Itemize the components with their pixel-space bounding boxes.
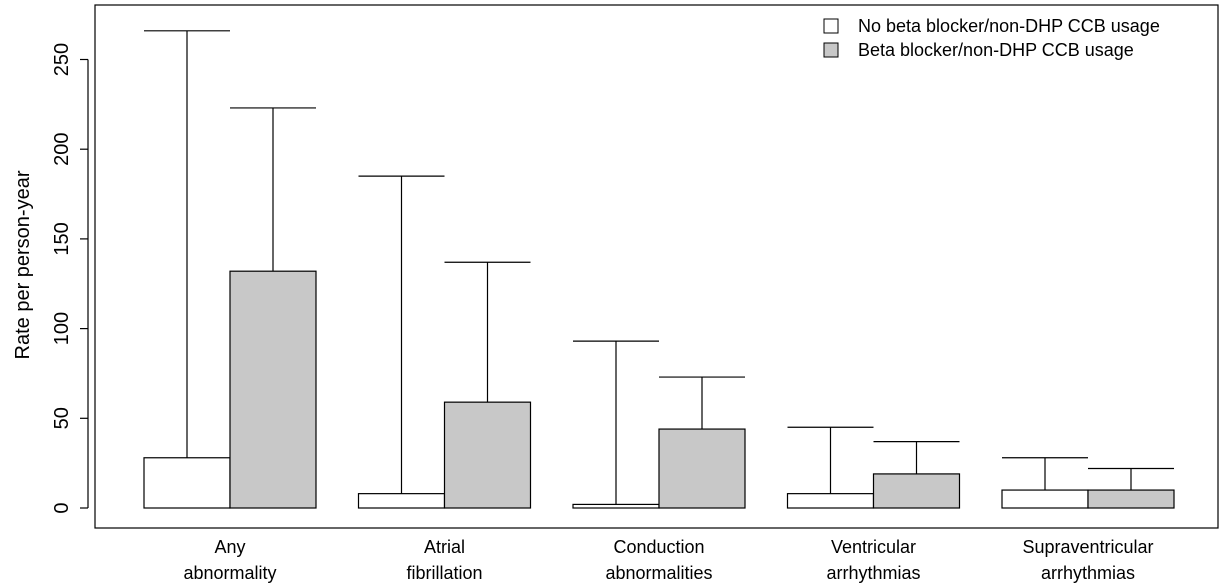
bar-series1-cat5 <box>1001 489 1089 509</box>
bar-series2-cat2 <box>443 401 532 509</box>
x-axis: Any abnormality Atrial fibrillation Conducti… <box>183 537 1153 583</box>
plot-frame <box>94 4 1219 529</box>
legend: No beta blocker/non-DHP CCB usage Beta bl… <box>823 16 1160 60</box>
bar-series1-cat1 <box>143 457 231 509</box>
y-tick-label: 150 <box>51 222 73 255</box>
x-tick-label-cat5: arrhythmias <box>1041 563 1135 583</box>
bar-series2-cat1 <box>229 270 317 509</box>
x-tick-label-cat1: abnormality <box>183 563 276 583</box>
bars-layer <box>143 270 1175 509</box>
x-tick-label-cat3: Conduction <box>613 537 704 557</box>
y-tick-label: 200 <box>51 133 73 166</box>
bar-series1-cat3 <box>572 503 660 509</box>
legend-label-series2: Beta blocker/non-DHP CCB usage <box>858 40 1134 60</box>
x-tick-label-cat5: Supraventricular <box>1022 537 1153 557</box>
bar-series1-cat4 <box>786 493 875 509</box>
bar-series2-cat3 <box>658 428 746 509</box>
errorbars-layer <box>144 30 1174 505</box>
bar-series2-cat5 <box>1087 489 1175 509</box>
x-tick-label-cat4: Ventricular <box>831 537 916 557</box>
bar-series2-cat4 <box>872 473 961 509</box>
x-tick-label-cat4: arrhythmias <box>826 563 920 583</box>
legend-swatch-series2 <box>823 42 839 58</box>
x-tick-label-cat3: abnormalities <box>605 563 712 583</box>
y-axis: 0 50 100 150 200 250 <box>51 43 89 514</box>
x-tick-label-cat1: Any <box>214 537 245 557</box>
legend-label-series1: No beta blocker/non-DHP CCB usage <box>858 16 1160 36</box>
y-tick-label: 100 <box>51 312 73 345</box>
legend-swatch-series1 <box>823 18 839 34</box>
x-tick-label-cat2: fibrillation <box>406 563 482 583</box>
y-tick-label: 50 <box>51 407 73 429</box>
bar-series1-cat2 <box>357 493 446 509</box>
y-axis-label: Rate per person-year <box>12 170 34 359</box>
y-tick-label: 250 <box>51 43 73 76</box>
y-tick-label: 0 <box>51 502 73 513</box>
x-tick-label-cat2: Atrial <box>424 537 465 557</box>
